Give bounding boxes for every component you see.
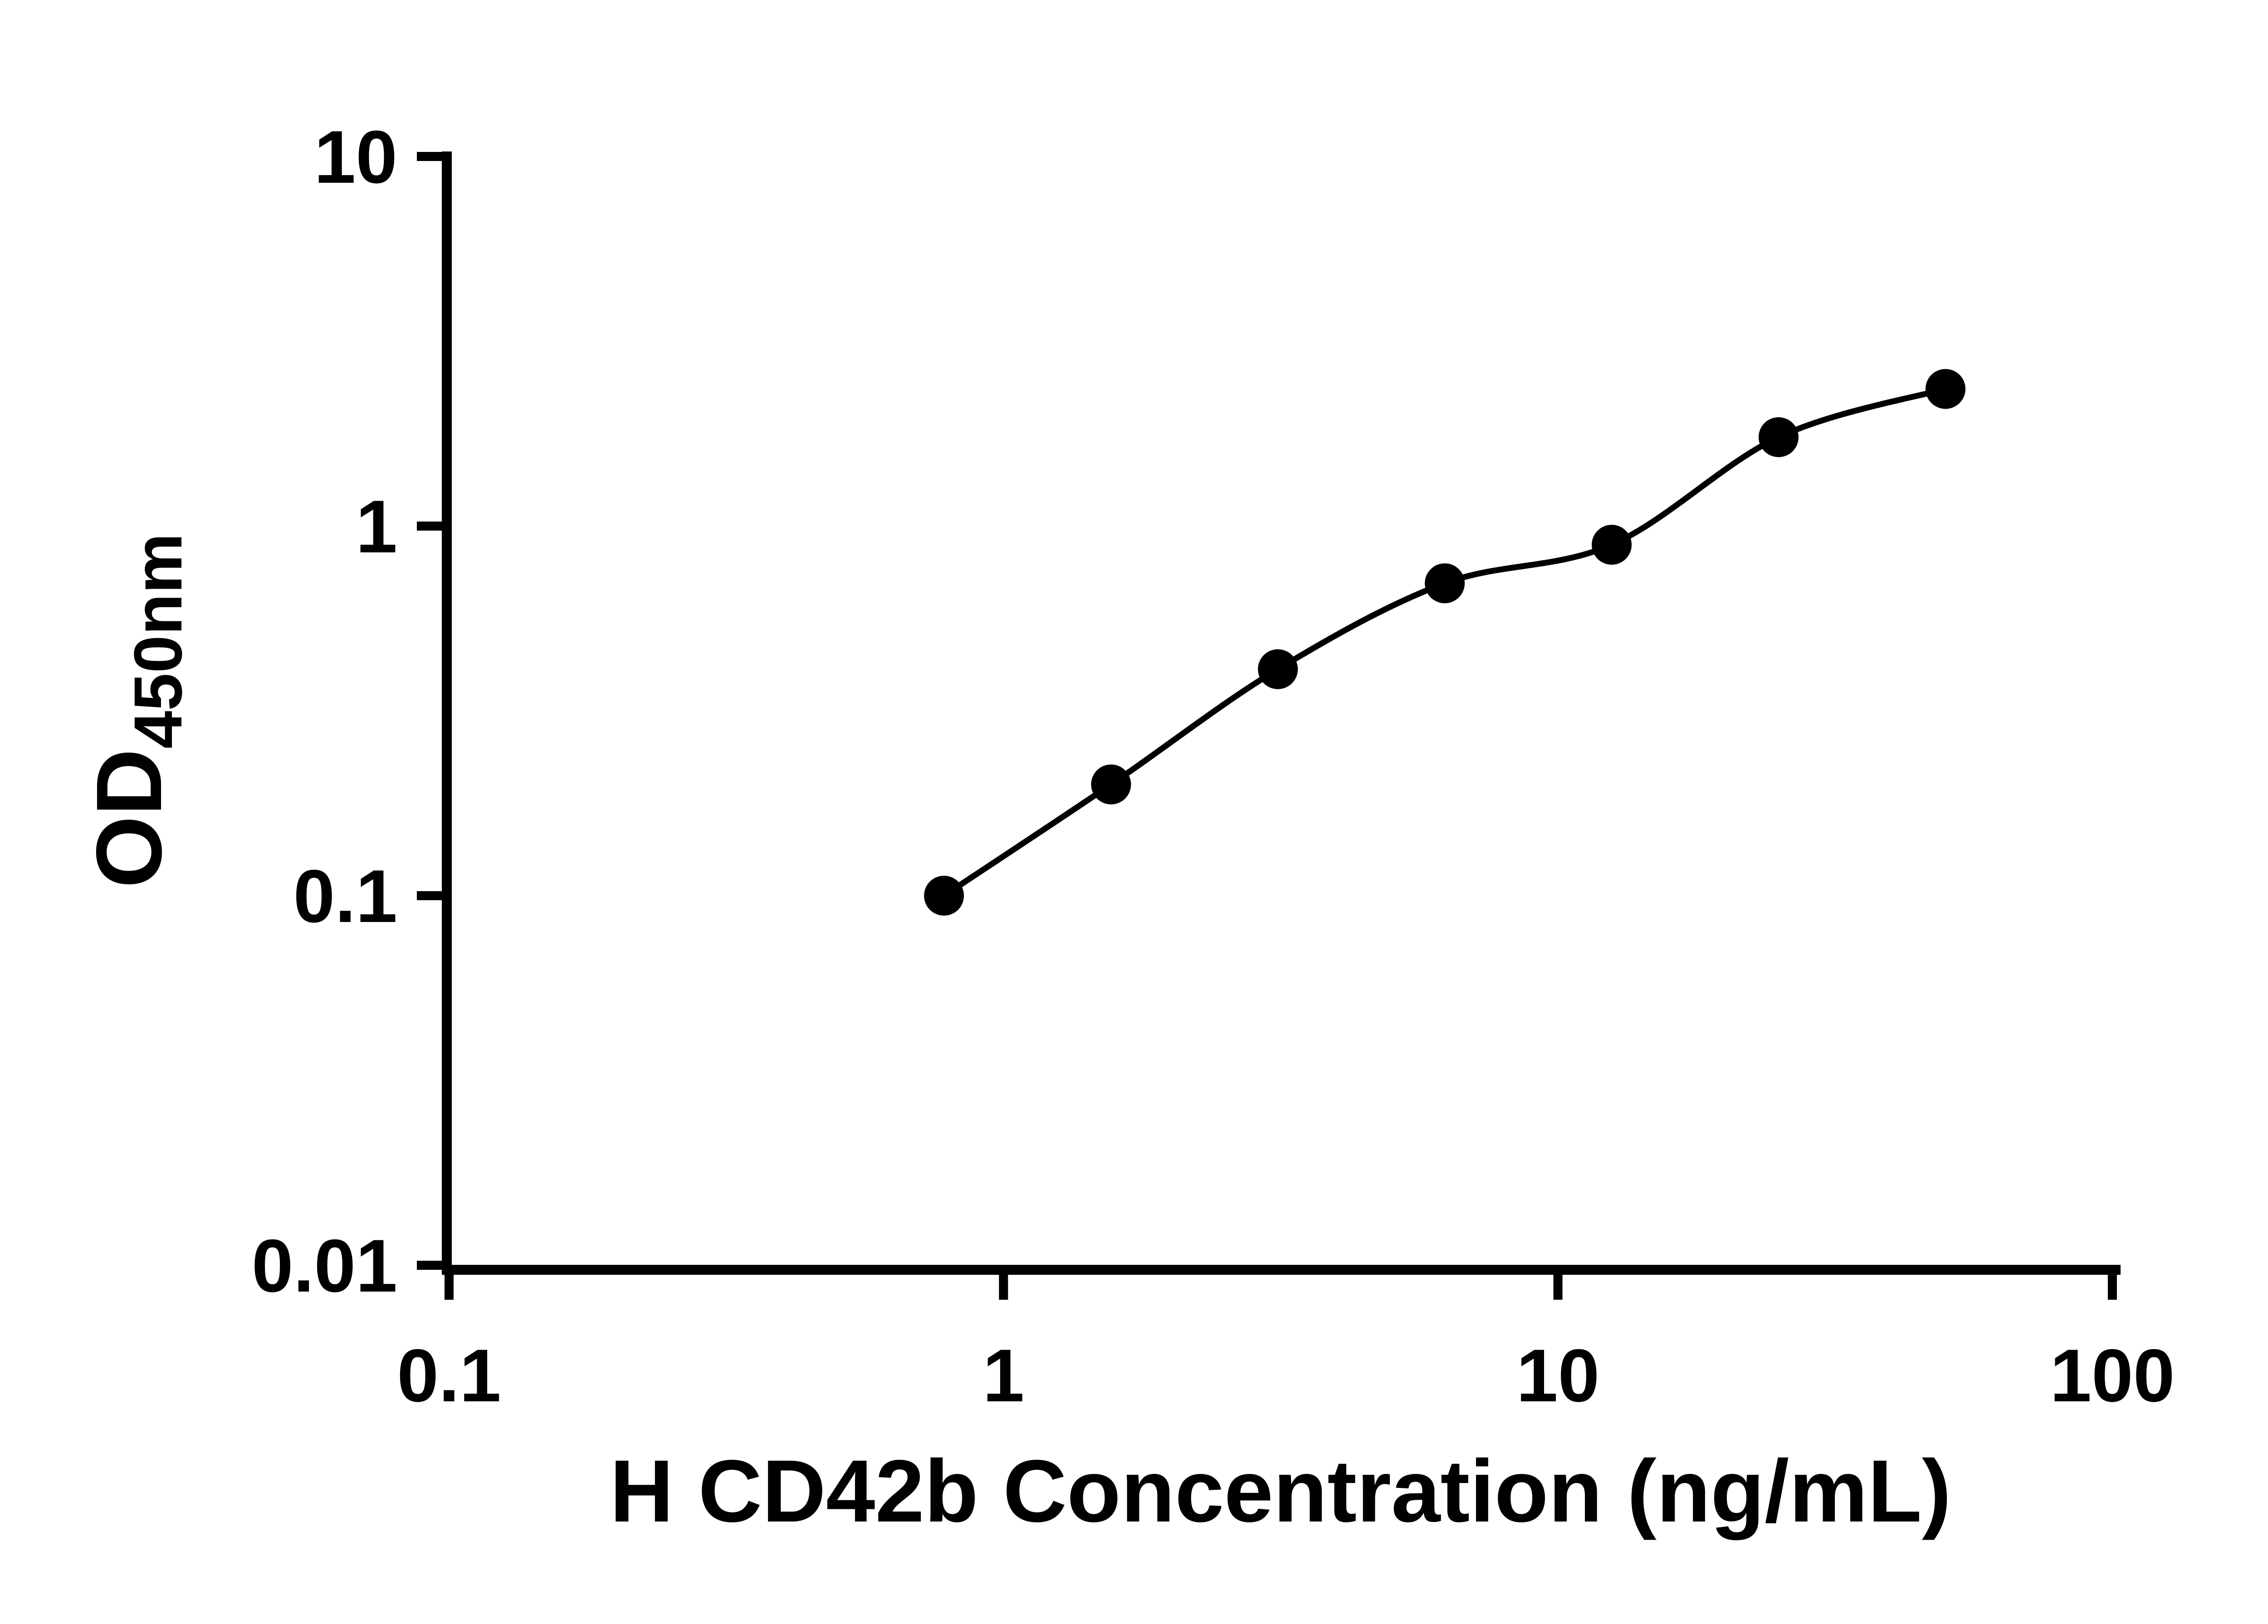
y-axis-tick-labels: 10 1 0.1 0.01 bbox=[252, 115, 397, 1307]
data-point bbox=[1926, 369, 1965, 409]
data-point bbox=[1759, 417, 1799, 457]
fit-curve bbox=[942, 386, 1946, 898]
data-point bbox=[1592, 525, 1632, 565]
x-tick-label: 10 bbox=[1516, 1334, 1600, 1417]
data-point bbox=[1425, 563, 1465, 604]
x-axis-ticks bbox=[445, 1270, 2117, 1300]
data-point bbox=[1091, 764, 1131, 805]
x-tick-label: 0.1 bbox=[397, 1334, 501, 1417]
y-axis-title-main: OD bbox=[77, 749, 181, 888]
y-tick-label: 10 bbox=[314, 115, 397, 199]
x-axis-title: H CD42b Concentration (ng/mL) bbox=[610, 1442, 1951, 1541]
y-tick-label: 0.1 bbox=[293, 854, 397, 938]
y-tick-label: 0.01 bbox=[252, 1224, 397, 1307]
axes bbox=[417, 151, 2121, 1300]
axis-lines bbox=[442, 151, 2121, 1275]
y-axis-title-subscript: 450nm bbox=[120, 533, 196, 749]
data-point bbox=[1258, 649, 1298, 689]
data-point bbox=[924, 876, 964, 916]
x-tick-label: 100 bbox=[2050, 1334, 2175, 1417]
y-axis-ticks bbox=[417, 152, 447, 1270]
y-tick-label: 1 bbox=[356, 485, 397, 568]
data-points bbox=[924, 369, 1965, 916]
x-axis-tick-labels: 0.1 1 10 100 bbox=[397, 1334, 2175, 1417]
x-tick-label: 1 bbox=[982, 1334, 1024, 1417]
y-axis-title: OD450nm bbox=[77, 533, 196, 888]
